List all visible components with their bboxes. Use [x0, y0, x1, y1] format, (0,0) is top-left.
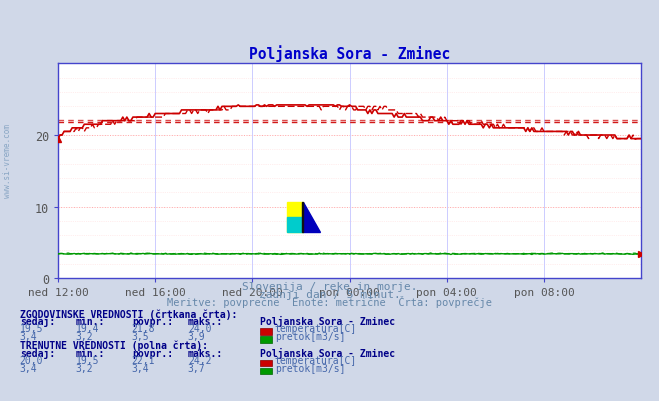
Text: 24,2: 24,2 [188, 355, 212, 365]
Text: min.:: min.: [76, 348, 105, 358]
Text: temperatura[C]: temperatura[C] [275, 324, 357, 334]
Text: ZGODOVINSKE VREDNOSTI (črtkana črta):: ZGODOVINSKE VREDNOSTI (črtkana črta): [20, 308, 237, 319]
Text: 3,4: 3,4 [20, 363, 38, 373]
Text: povpr.:: povpr.: [132, 348, 173, 358]
Text: 3,7: 3,7 [188, 363, 206, 373]
Text: 3,2: 3,2 [76, 332, 94, 342]
Text: 22,1: 22,1 [132, 355, 156, 365]
Text: zadnji dan / 5 minut.: zadnji dan / 5 minut. [258, 290, 401, 300]
Text: min.:: min.: [76, 316, 105, 326]
Text: 3,4: 3,4 [132, 363, 150, 373]
Bar [287, 203, 303, 233]
Text: pretok[m3/s]: pretok[m3/s] [275, 332, 345, 342]
Text: Meritve: povprečne  Enote: metrične  Črta: povprečje: Meritve: povprečne Enote: metrične Črta:… [167, 296, 492, 308]
Text: 21,8: 21,8 [132, 324, 156, 334]
Text: 20,0: 20,0 [20, 355, 43, 365]
Text: Poljanska Sora - Zminec: Poljanska Sora - Zminec [260, 315, 395, 326]
Text: 24,0: 24,0 [188, 324, 212, 334]
Bar [302, 203, 303, 233]
Text: maks.:: maks.: [188, 348, 223, 358]
Text: 19,5: 19,5 [20, 324, 43, 334]
Text: sedaj:: sedaj: [20, 315, 55, 326]
Text: 19,4: 19,4 [76, 324, 100, 334]
Text: sedaj:: sedaj: [20, 347, 55, 358]
Text: 3,2: 3,2 [76, 363, 94, 373]
Text: 3,4: 3,4 [20, 332, 38, 342]
Text: temperatura[C]: temperatura[C] [275, 355, 357, 365]
Bar [287, 217, 303, 233]
Text: TRENUTNE VREDNOSTI (polna črta):: TRENUTNE VREDNOSTI (polna črta): [20, 340, 208, 350]
Text: Poljanska Sora - Zminec: Poljanska Sora - Zminec [260, 347, 395, 358]
Polygon shape [303, 203, 320, 233]
Text: Slovenija / reke in morje.: Slovenija / reke in morje. [242, 282, 417, 292]
Title: Poljanska Sora - Zminec: Poljanska Sora - Zminec [249, 45, 450, 62]
Text: 3,5: 3,5 [132, 332, 150, 342]
Text: pretok[m3/s]: pretok[m3/s] [275, 363, 345, 373]
Text: 19,5: 19,5 [76, 355, 100, 365]
Text: povpr.:: povpr.: [132, 316, 173, 326]
Text: maks.:: maks.: [188, 316, 223, 326]
Text: 3,9: 3,9 [188, 332, 206, 342]
Text: www.si-vreme.com: www.si-vreme.com [3, 124, 13, 197]
